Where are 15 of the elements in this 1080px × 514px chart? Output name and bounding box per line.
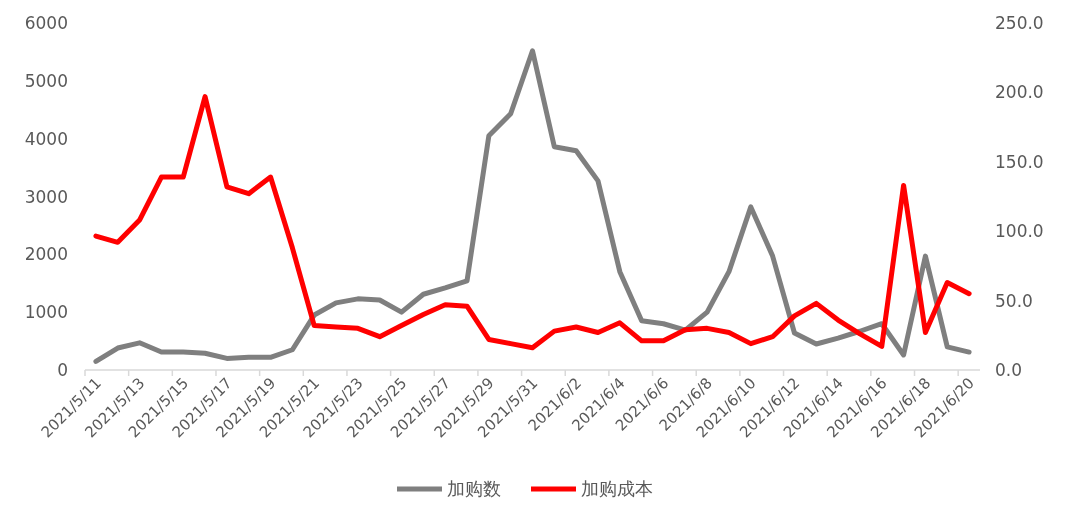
y2-tick-label: 250.0 <box>995 13 1044 33</box>
y2-tick-label: 150.0 <box>995 151 1044 172</box>
y2-tick-label: 100.0 <box>995 221 1044 242</box>
y2-tick-label: 50.0 <box>995 290 1033 311</box>
y-tick-label: 1000 <box>24 302 68 323</box>
y-tick-label: 6000 <box>24 13 68 33</box>
legend-label: 加购数 <box>447 478 501 499</box>
y-tick-label: 4000 <box>24 128 68 149</box>
y2-tick-label: 0.0 <box>995 360 1023 380</box>
legend-label: 加购成本 <box>581 478 653 499</box>
y-tick-label: 2000 <box>24 244 68 265</box>
y2-tick-label: 200.0 <box>995 82 1044 103</box>
y-tick-label: 5000 <box>24 70 68 91</box>
y-tick-label: 3000 <box>24 186 68 207</box>
y-tick-label: 0 <box>57 360 68 380</box>
